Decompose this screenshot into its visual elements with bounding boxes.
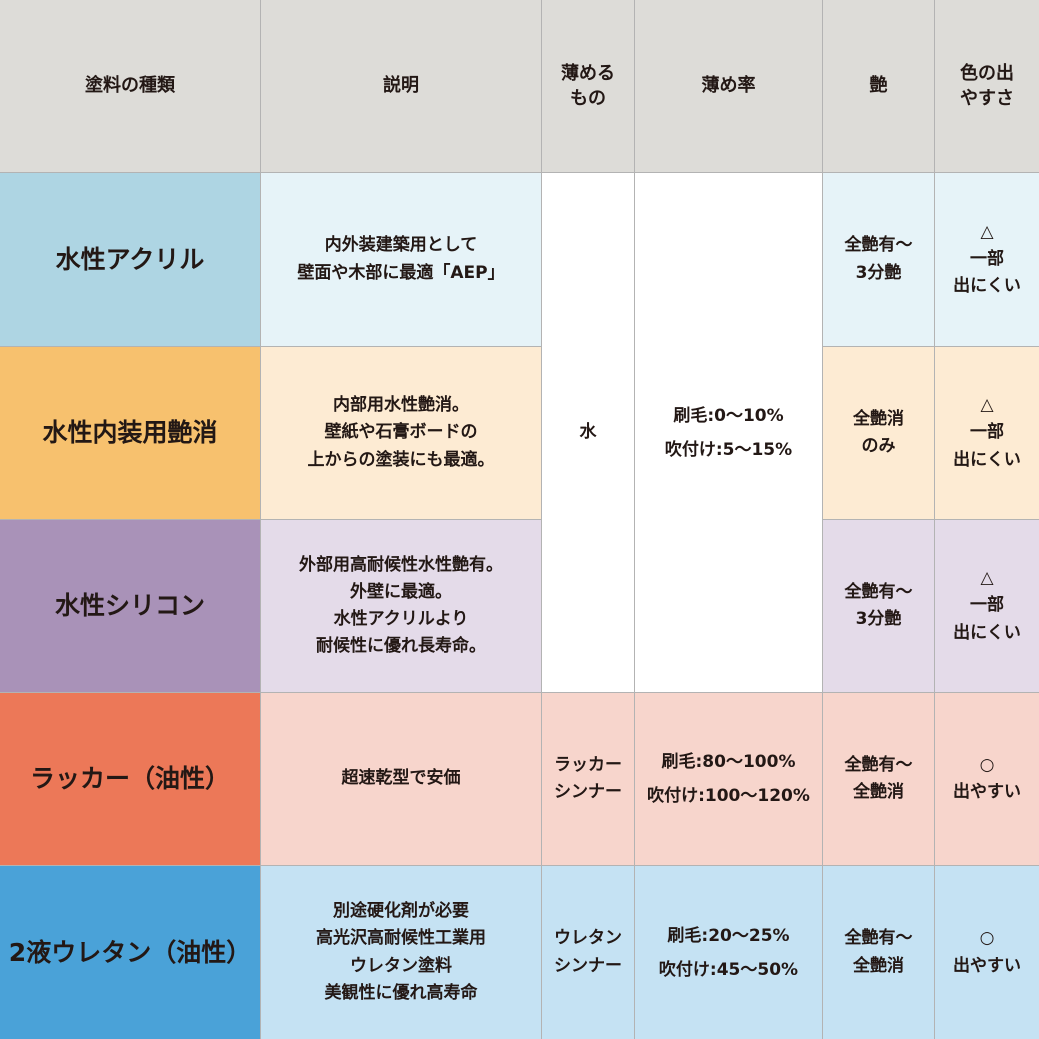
color-ease-cell: △ 一部 出にくい <box>935 520 1039 692</box>
color-ease-cell: △ 一部 出にくい <box>935 173 1039 346</box>
description-cell: 内外装建築用として 壁面や木部に最適「AEP」 <box>261 173 541 346</box>
color-ease-cell: ○ 出やすい <box>935 866 1039 1039</box>
description-cell: 超速乾型で安価 <box>261 693 541 865</box>
color-ease-cell: △ 一部 出にくい <box>935 347 1039 519</box>
paint-type-cell: 水性シリコン <box>0 520 260 692</box>
header-thinner: 薄める もの <box>542 0 634 172</box>
gloss-cell: 全艶消 のみ <box>823 347 934 519</box>
header-description: 説明 <box>261 0 541 172</box>
gloss-cell: 全艶有〜 3分艶 <box>823 173 934 346</box>
paint-type-cell: 2液ウレタン（油性） <box>0 866 260 1039</box>
thinner-cell-water: 水 <box>542 173 634 692</box>
paint-type-cell: ラッカー（油性） <box>0 693 260 865</box>
header-color-ease: 色の出 やすさ <box>935 0 1039 172</box>
dilution-ratio-cell: 刷毛:80〜100% 吹付け:100〜120% <box>635 693 822 865</box>
thinner-cell: ラッカー シンナー <box>542 693 634 865</box>
color-ease-cell: ○ 出やすい <box>935 693 1039 865</box>
gloss-cell: 全艶有〜 3分艶 <box>823 520 934 692</box>
dilution-ratio-cell: 刷毛:20〜25% 吹付け:45〜50% <box>635 866 822 1039</box>
dilution-ratio-cell-water: 刷毛:0〜10% 吹付け:5〜15% <box>635 173 822 692</box>
header-paint-type: 塗料の種類 <box>0 0 260 172</box>
thinner-cell: ウレタン シンナー <box>542 866 634 1039</box>
gloss-cell: 全艶有〜 全艶消 <box>823 693 934 865</box>
paint-type-cell: 水性アクリル <box>0 173 260 346</box>
paint-type-cell: 水性内装用艶消 <box>0 347 260 519</box>
gloss-cell: 全艶有〜 全艶消 <box>823 866 934 1039</box>
header-dilution-ratio: 薄め率 <box>635 0 822 172</box>
description-cell: 外部用高耐候性水性艶有。 外壁に最適。 水性アクリルより 耐候性に優れ長寿命。 <box>261 520 541 692</box>
description-cell: 内部用水性艶消。 壁紙や石膏ボードの 上からの塗装にも最適。 <box>261 347 541 519</box>
description-cell: 別途硬化剤が必要 高光沢高耐候性工業用 ウレタン塗料 美観性に優れ高寿命 <box>261 866 541 1039</box>
header-gloss: 艶 <box>823 0 934 172</box>
